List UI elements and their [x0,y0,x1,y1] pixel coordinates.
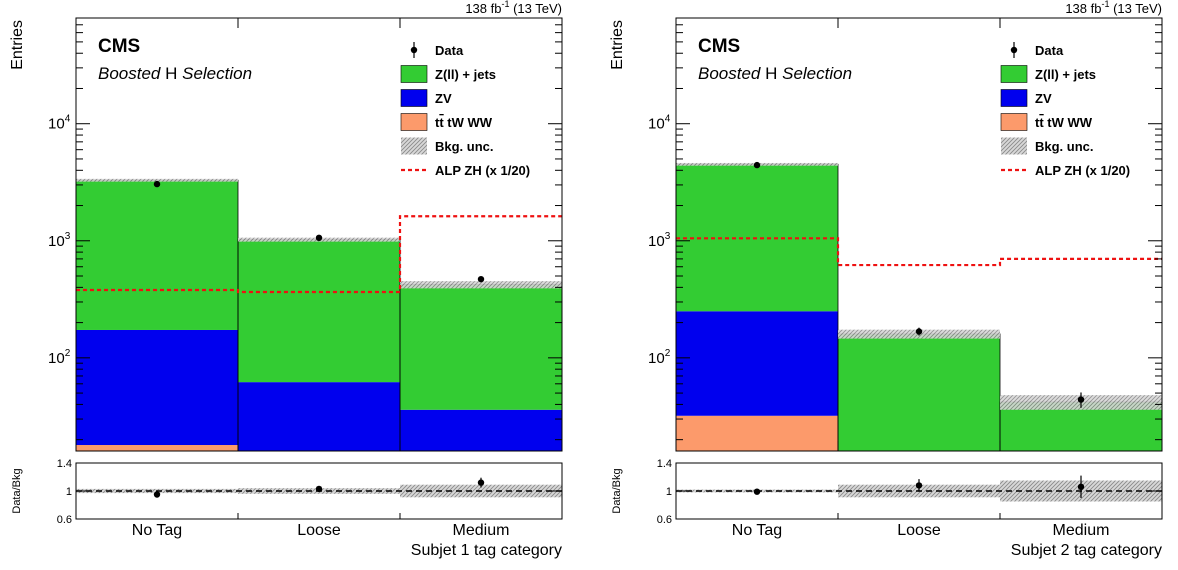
legend-label: Data [1035,43,1064,58]
legend-label: ALP ZH (x 1/20) [435,163,530,178]
legend-data-dot [410,46,418,54]
selection-label: Boosted H Selection [98,64,252,83]
ratio-panel: 0.6 1 1.4 Data/Bkg [611,458,1163,526]
plot-frame [75,17,563,452]
bar-zll-jets-1 [76,180,238,330]
data-point-2 [915,328,923,335]
ratio-panel: 0.6 1 1.4 Data/Bkg [11,458,563,526]
lumi-label: 138 fb-1 (13 TeV) [1065,0,1162,16]
data-point-1 [153,180,161,188]
ratio-axis-label: Data/Bkg [611,468,623,513]
legend-label: tt tW WW [435,115,493,130]
legend-hatch-swatch [1001,137,1027,155]
ratio-point-1 [753,488,761,495]
bar-zll-jets-3 [1000,401,1162,451]
y-axis-label: Entries [9,20,26,70]
bkg-unc-3 [400,281,562,289]
ratio-tick-label: 1 [666,486,672,498]
y-axis-label: Entries [609,20,626,70]
bar-zll-jets-3 [400,284,562,410]
legend-swatch [400,113,428,131]
y-tick-label: 103 [648,231,671,250]
category-label-2: Loose [297,522,341,539]
legend-label: Z(ll) + jets [1035,67,1096,82]
ratio-point-3 [477,479,485,486]
category-label-2: Loose [897,522,941,539]
ratio-point-3 [1077,483,1085,490]
legend-swatch [1000,65,1028,83]
y-tick-label: 102 [648,348,671,367]
bar-zv-1 [676,311,838,416]
experiment-label: CMS [698,36,740,57]
y-tick-label: 104 [648,114,671,133]
category-label-1: No Tag [732,522,782,539]
legend-label: tt tW WW [1035,115,1093,130]
legend-hatch-swatch [401,137,427,155]
legend-label: ALP ZH (x 1/20) [1035,163,1130,178]
ratio-axis-label: Data/Bkg [11,468,23,513]
legend-label: ZV [1035,91,1052,106]
legend-label: ZV [435,91,452,106]
category-label-1: No Tag [132,522,182,539]
plot-frame [675,17,1163,452]
selection-label: Boosted H Selection [698,64,852,83]
x-axis-label: Subjet 2 tag category [1011,542,1162,559]
legend-data-dot [1010,46,1018,54]
y-tick-label: 103 [48,231,71,250]
ratio-tick-label: 1 [66,486,72,498]
legend-label: Bkg. unc. [435,139,494,154]
data-point-1 [753,161,761,169]
lumi-label: 138 fb-1 (13 TeV) [465,0,562,16]
y-tick-label: 102 [48,348,71,367]
data-point-2 [315,234,323,242]
bar-zv-3 [400,409,562,451]
legend-swatch [400,89,428,107]
legend-label: Bkg. unc. [1035,139,1094,154]
legend-swatch [1000,89,1028,107]
data-point-3 [477,275,485,283]
ratio-point-2 [915,482,923,489]
bar-ttbar-1 [76,445,238,451]
ratio-tick-label: 0.6 [657,514,672,526]
signal-alp-zh-line [676,237,1162,267]
bar-zv-2 [238,382,400,451]
ratio-tick-label: 1.4 [657,458,672,470]
bar-zll-jets-2 [238,239,400,383]
legend-label: Z(ll) + jets [435,67,496,82]
bar-zll-jets-2 [838,333,1000,451]
legend-label: Data [435,43,464,58]
x-axis-label: Subjet 1 tag category [411,542,562,559]
y-tick-label: 104 [48,114,71,133]
experiment-label: CMS [98,36,140,57]
ratio-point-1 [153,491,161,498]
legend-swatch [400,65,428,83]
ratio-tick-label: 1.4 [57,458,72,470]
panel-2: 102 103 104 Entries 138 fb-1 (13 TeV) CMS Boos… [609,0,1163,559]
data-point-3 [1077,396,1085,403]
category-label-3: Medium [1053,522,1110,539]
bar-ttbar-1 [676,415,838,451]
ratio-point-2 [315,485,323,493]
category-label-3: Medium [453,522,510,539]
ratio-tick-label: 0.6 [57,514,72,526]
bkg-unc-1 [76,178,238,182]
signal-alp-zh-line [76,215,562,294]
panel-1: 102 103 104 Entries 138 fb-1 (13 TeV) CMS Boos… [9,0,563,559]
legend-swatch [1000,113,1028,131]
bar-zv-1 [76,329,238,446]
